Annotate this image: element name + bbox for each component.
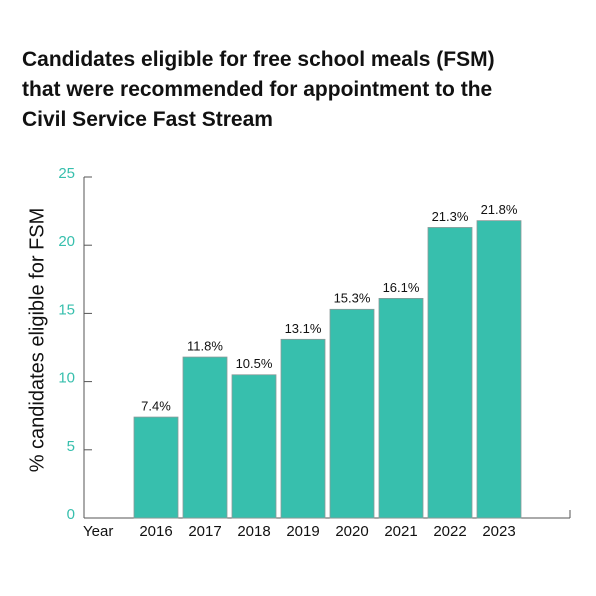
x-tick-label: 2016 — [139, 523, 172, 540]
bar — [476, 220, 522, 519]
bar — [329, 308, 375, 519]
bar — [280, 338, 326, 519]
bar — [231, 374, 277, 519]
y-tick-label: 10 — [58, 370, 75, 387]
value-label: 21.8% — [481, 202, 518, 217]
x-tick-label: 2021 — [384, 523, 417, 540]
x-tick-label: 2018 — [237, 523, 270, 540]
bar — [427, 227, 473, 519]
value-label: 10.5% — [236, 356, 273, 371]
chart-title: Candidates eligible for free school meal… — [22, 48, 495, 71]
value-label: 7.4% — [141, 399, 171, 414]
y-tick-label: 0 — [67, 506, 75, 523]
x-tick-label: 2022 — [433, 523, 466, 540]
value-label: 11.8% — [187, 338, 223, 353]
x-tick-label: 2017 — [188, 523, 221, 540]
y-tick-label: 25 — [58, 165, 75, 182]
value-label: 15.3% — [334, 291, 371, 306]
value-label: 21.3% — [432, 209, 469, 224]
bar — [378, 297, 424, 519]
chart-title: Civil Service Fast Stream — [22, 108, 273, 131]
value-label: 16.1% — [383, 280, 420, 295]
bar — [182, 356, 228, 519]
chart-title: that were recommended for appointment to… — [22, 78, 492, 101]
y-tick-label: 20 — [58, 233, 75, 250]
value-label: 13.1% — [285, 321, 322, 336]
y-tick-label: 15 — [58, 301, 75, 318]
x-tick-label: 2019 — [286, 523, 319, 540]
x-tick-label: 2020 — [335, 523, 368, 540]
y-tick-label: 5 — [67, 438, 75, 455]
x-axis-label: Year — [83, 523, 113, 540]
x-tick-label: 2023 — [482, 523, 515, 540]
y-axis-label: % candidates eligible for FSM — [26, 208, 48, 473]
bar — [133, 416, 179, 519]
